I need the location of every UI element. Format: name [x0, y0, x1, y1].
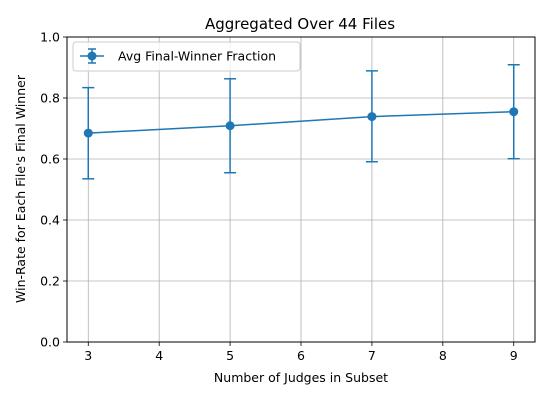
legend-frame	[72, 41, 301, 72]
chart-title: Aggregated Over 44 Files	[205, 15, 395, 33]
y-tick-label: 0.0	[40, 335, 60, 350]
data-point	[367, 112, 377, 122]
legend: Avg Final-Winner Fraction	[72, 41, 301, 72]
x-tick-label: 9	[510, 348, 518, 363]
y-axis-ticks: 0.0 0.2 0.4 0.6 0.8 1.0	[40, 30, 67, 350]
x-tick-label: 7	[368, 348, 376, 363]
data-point	[225, 121, 235, 131]
x-tick-label: 4	[155, 348, 163, 363]
y-axis-label: Win-Rate for Each File's Final Winner	[13, 74, 28, 303]
y-tick-label: 0.6	[40, 152, 60, 167]
y-tick-label: 0.4	[40, 213, 60, 228]
legend-point-marker	[87, 51, 97, 61]
legend-label: Avg Final-Winner Fraction	[118, 49, 276, 64]
y-tick-label: 0.2	[40, 274, 60, 289]
x-axis-ticks: 3 4 5 6 7 8 9	[84, 342, 518, 363]
plot-frame	[66, 36, 536, 343]
y-tick-label: 1.0	[40, 30, 60, 45]
x-axis-label: Number of Judges in Subset	[214, 370, 388, 385]
x-tick-label: 8	[439, 348, 447, 363]
series-layer	[82, 64, 520, 180]
data-point	[83, 128, 93, 138]
x-tick-label: 3	[84, 348, 92, 363]
series-line	[88, 110, 514, 134]
y-tick-label: 0.8	[40, 91, 60, 106]
data-point	[509, 107, 519, 117]
x-tick-label: 5	[226, 348, 234, 363]
x-tick-label: 6	[297, 348, 305, 363]
